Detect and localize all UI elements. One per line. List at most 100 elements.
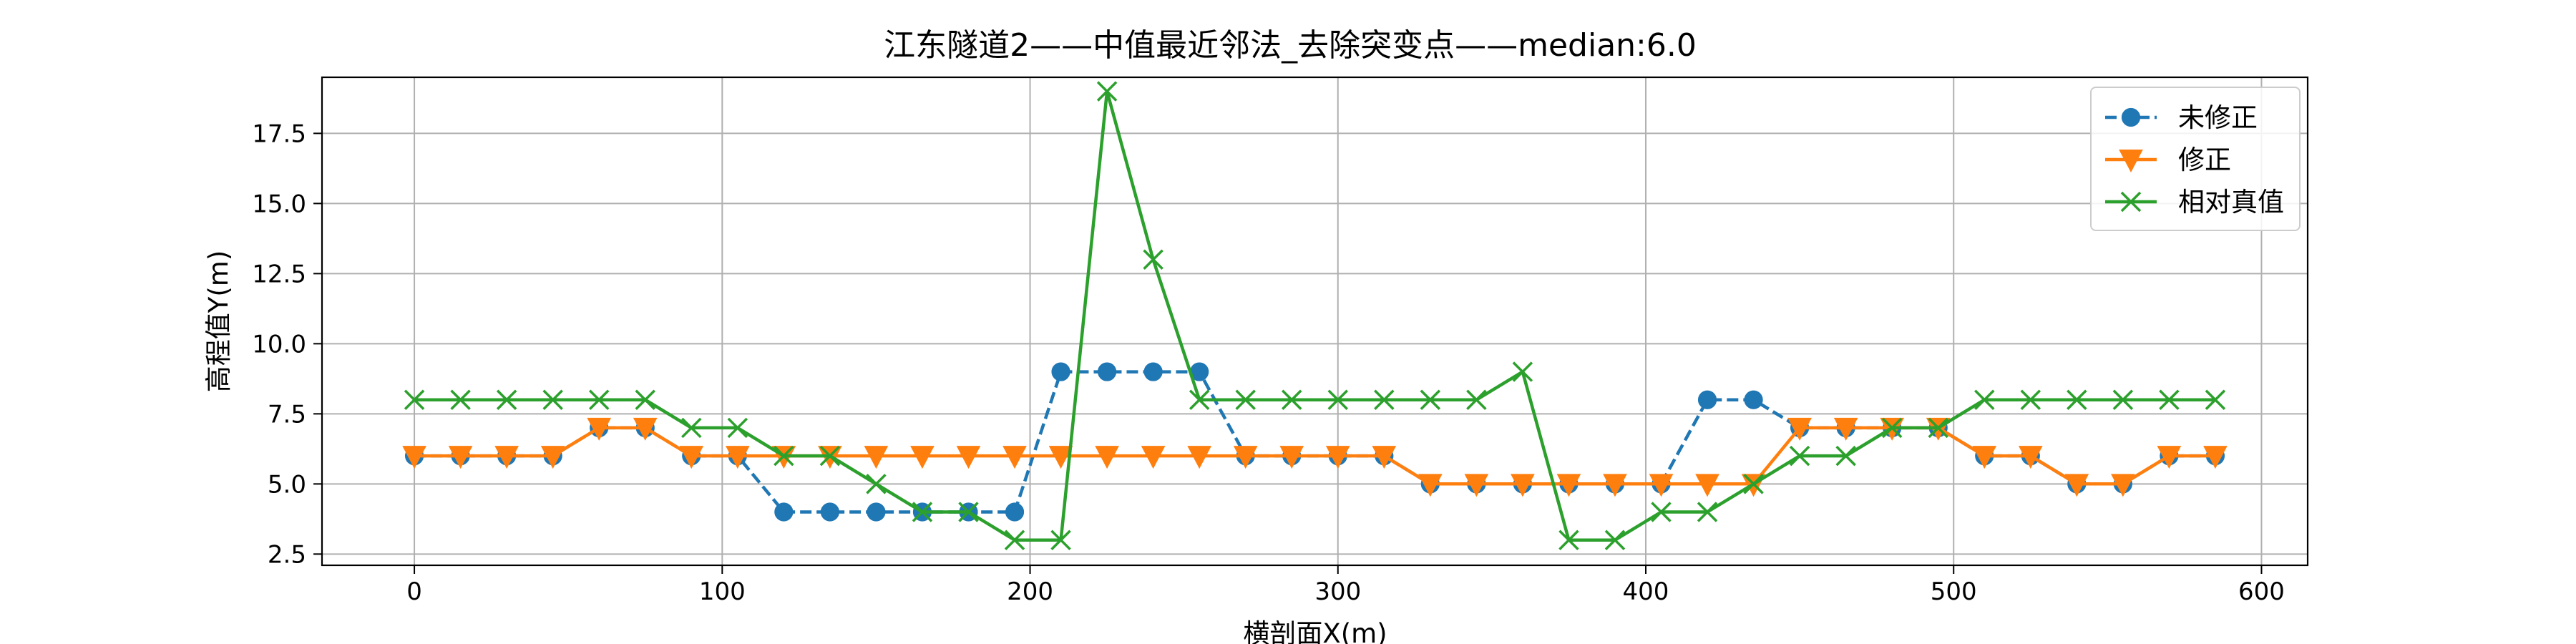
series-2-point [1464,474,1489,497]
series-2-point [1787,417,1812,441]
series-3-point [404,389,425,410]
series-3-point [1466,389,1487,410]
series-2-point [1833,417,1858,441]
series-3-point [2067,389,2087,410]
series-3-point [450,389,471,410]
legend-marker-1 [2121,107,2141,127]
chart-title: 江东隧道2——中值最近邻法_去除突变点——median:6.0 [884,27,1697,64]
legend-marker-2 [2119,149,2143,172]
x-axis-label: 横剖面X(m) [1243,618,1387,644]
series-2-point [2111,474,2135,497]
legend-label-1: 未修正 [2178,102,2258,133]
series-2-point [2157,446,2182,469]
series-3-line [414,89,2215,542]
x-tick-label: 200 [1007,577,1053,606]
series-3-point [1974,389,1995,410]
series-2-point [2018,446,2043,469]
series-3-point [1835,445,1856,467]
series-2-point [402,446,426,469]
series-2-point [1095,446,1119,469]
series-2-point [1649,474,1674,497]
series-3-point [1143,249,1163,270]
series-1-point [1051,362,1070,381]
series-3-point [819,445,841,467]
series-3-point [1604,530,1626,550]
series-3-point [1189,389,1210,410]
series-3-point [1881,417,1903,439]
series-3-point [1096,81,1118,102]
grid-layer [322,77,2308,565]
series-3-point [727,417,748,439]
y-tick-label: 17.5 [252,119,306,148]
series-1-point [867,502,886,522]
x-tick-label: 600 [2238,577,2285,606]
legend-box [2090,87,2301,231]
series-2-point [1233,446,1258,469]
series-3-point [588,389,610,410]
series-3-point [1743,474,1764,494]
series-2-point [1002,446,1027,469]
series-3-point [496,389,517,410]
series-2-point [1511,474,1535,497]
series-3-point [866,474,887,494]
series-3-point [681,417,702,439]
series-2-point [910,446,935,469]
series-2-point [1972,446,1997,469]
series-1-point [820,502,839,522]
series-3-point [912,502,933,522]
series-3 [404,81,2226,550]
series-2-point [1695,474,1719,497]
plot-area-frame [321,76,2309,567]
series-3-point [2159,389,2180,410]
series-2-point [448,446,473,469]
series-3-point [1050,530,1071,550]
series-2-point [1325,446,1350,469]
series-3-point [1420,389,1441,410]
series-3-point [2112,389,2134,410]
series-2-point [864,446,889,469]
series-1-point [774,502,794,522]
x-tick-label: 100 [699,577,746,606]
y-tick-label: 7.5 [268,400,306,429]
series-2-point [1279,446,1304,469]
y-tick-label: 12.5 [252,260,306,288]
x-tick-label: 0 [406,577,422,606]
series-3-point [1789,445,1810,467]
series-3-point [635,389,655,410]
series-layer [402,81,2228,550]
series-1-point [1697,390,1717,409]
series-1-point [1143,362,1163,381]
series-1-point [1744,390,1763,409]
x-tick-label: 400 [1623,577,1669,606]
series-2-point [1603,474,1627,497]
series-3-point [1558,530,1579,550]
series-3-point [542,389,563,410]
series-2-point [1556,474,1581,497]
series-3-point [2205,389,2226,410]
series-2-point [1372,446,1397,469]
x-tick-label: 300 [1314,577,1361,606]
series-3-point [1327,389,1349,410]
series-3-point [1004,530,1025,550]
y-tick-label: 15.0 [252,190,306,218]
series-3-point [1512,361,1533,382]
series-2-point [1187,446,1212,469]
y-tick-label: 10.0 [252,330,306,358]
series-2-point [587,417,612,441]
y-tick-label: 5.0 [268,470,306,499]
legend-label-3: 相对真值 [2178,187,2284,218]
series-2-point [633,417,658,441]
legend-marker-3 [2120,191,2142,213]
y-tick-label: 2.5 [268,540,306,569]
series-2-point [956,446,981,469]
series-2-point [494,446,519,469]
series-3-point [1235,389,1256,410]
x-tick-label: 500 [1931,577,1977,606]
series-2-point [725,446,750,469]
series-2-point [2203,446,2228,469]
series-1-point [1097,362,1117,381]
series-3-point [1374,389,1395,410]
series-2-point [1048,446,1073,469]
